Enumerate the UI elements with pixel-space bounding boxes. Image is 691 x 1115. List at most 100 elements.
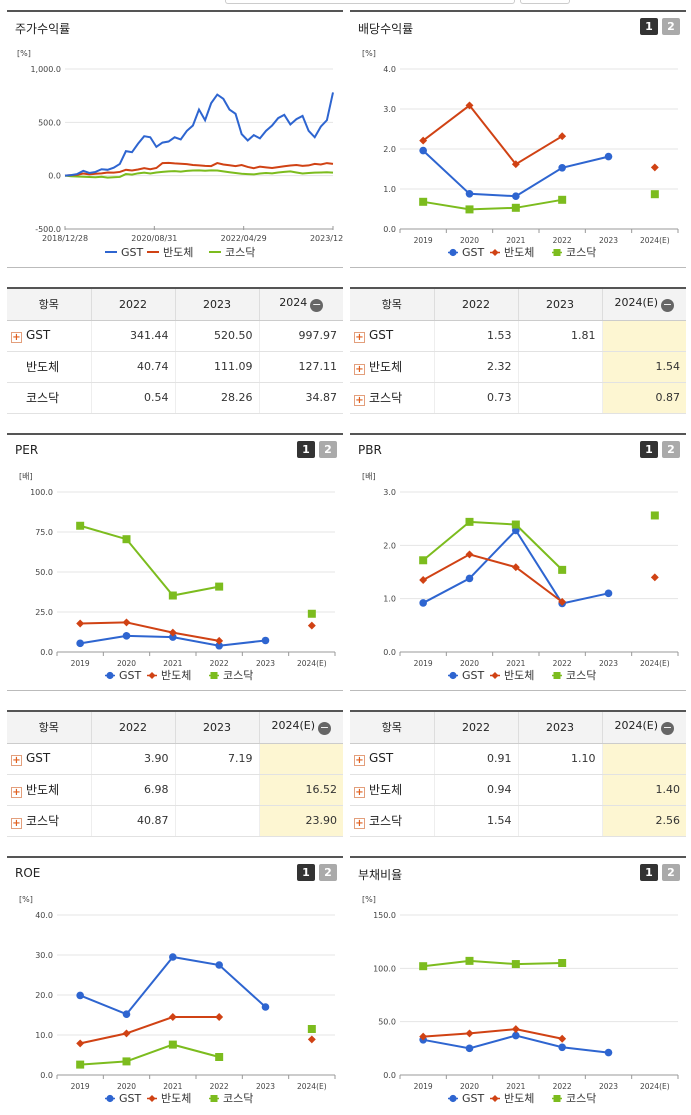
row-label: 반도체 xyxy=(369,783,403,797)
page-1-button[interactable]: 1 xyxy=(640,18,658,35)
row-name-cell[interactable]: + 반도체 xyxy=(350,774,435,806)
y-tick-label: 500.0 xyxy=(38,118,61,127)
data-point xyxy=(650,511,659,520)
page-1-button[interactable]: 1 xyxy=(297,864,315,881)
value-cell xyxy=(518,774,603,806)
y-tick-label: 2.0 xyxy=(383,145,396,154)
data-point xyxy=(465,190,474,198)
x-tick-label: 2021 xyxy=(163,659,182,668)
page-2-button[interactable]: 2 xyxy=(662,18,680,35)
collapse-minus-icon[interactable]: − xyxy=(661,298,675,313)
x-tick-label: 2019 xyxy=(414,236,433,245)
collapse-minus-icon[interactable]: − xyxy=(661,721,675,736)
data-point xyxy=(558,195,567,204)
expand-plus-icon[interactable]: + xyxy=(354,364,365,375)
data-point xyxy=(465,1044,474,1053)
value-cell: 34.87 xyxy=(259,382,343,414)
column-header: 2023 xyxy=(175,289,260,321)
series-코스닥 xyxy=(419,190,659,214)
data-point xyxy=(650,190,659,199)
legend-item: GST xyxy=(105,669,142,682)
data-point xyxy=(76,521,85,530)
row-name-cell[interactable]: + GST xyxy=(7,743,92,775)
expand-plus-icon[interactable]: + xyxy=(354,395,365,406)
value-cell xyxy=(602,320,686,352)
legend-label: GST xyxy=(462,246,485,259)
row-name-cell: 반도체 xyxy=(7,351,92,383)
page-2-button[interactable]: 2 xyxy=(319,864,337,881)
row-name-cell[interactable]: + 반도체 xyxy=(7,774,92,806)
table-header-row: 항목 2022 2023 2024(E) − xyxy=(350,289,686,321)
collapse-minus-icon[interactable]: − xyxy=(318,721,332,736)
value-cell: 2.32 xyxy=(434,351,519,383)
value-cell: 1.81 xyxy=(518,320,603,352)
legend-label: 반도체 xyxy=(163,246,193,259)
column-header-label: 항목 xyxy=(38,721,59,735)
data-point xyxy=(604,152,613,161)
page-2-button[interactable]: 2 xyxy=(319,441,337,458)
dividend-chart: [%] 4.0 3.0 2.0 1.0 0.0 2019 2020 2021 2022 2023 20… xyxy=(362,49,679,259)
expand-plus-icon[interactable]: + xyxy=(354,755,365,766)
expand-plus-icon[interactable]: + xyxy=(11,787,22,798)
data-point xyxy=(419,599,427,607)
page-1-button[interactable]: 1 xyxy=(640,441,658,458)
legend-label: 코스닥 xyxy=(225,246,255,259)
row-name-cell[interactable]: + 코스닥 xyxy=(350,382,435,414)
legend-item: 코스닥 xyxy=(552,669,596,682)
expand-plus-icon[interactable]: + xyxy=(11,332,22,343)
x-tick-label: 2023 xyxy=(256,659,275,668)
column-header: 2022 xyxy=(434,712,519,744)
page-2-button[interactable]: 2 xyxy=(662,441,680,458)
row-name-cell[interactable]: + GST xyxy=(350,320,435,352)
series-line xyxy=(80,1043,220,1066)
expand-plus-icon[interactable]: + xyxy=(354,787,365,798)
row-name-cell[interactable]: + 반도체 xyxy=(350,351,435,383)
x-tick-label: 2023 xyxy=(599,236,618,245)
x-tick-label: 2024(E) xyxy=(640,236,670,245)
data-table: 항목 2022 2023 2024(E) − + GST 1.53 1.81 + 반도체 2.32 1.… xyxy=(350,289,686,414)
series-반도체 xyxy=(419,101,659,172)
series-line-반도체 xyxy=(64,161,334,177)
table-row: + GST 341.44 520.50 997.97 xyxy=(7,320,343,352)
row-name-cell[interactable]: + GST xyxy=(7,320,92,352)
page-1-button[interactable]: 1 xyxy=(640,864,658,881)
x-tick-label: 2024(E) xyxy=(640,1082,670,1091)
column-header-label: 2022 xyxy=(119,720,147,734)
data-point xyxy=(511,520,520,529)
y-tick-label: 3.0 xyxy=(383,105,396,114)
expand-plus-icon[interactable]: + xyxy=(354,332,365,343)
data-point xyxy=(122,1010,131,1018)
row-name-cell[interactable]: + 코스닥 xyxy=(350,805,435,837)
data-point xyxy=(122,632,131,640)
data-point xyxy=(307,609,316,618)
expand-plus-icon[interactable]: + xyxy=(11,755,22,766)
collapse-minus-icon[interactable]: − xyxy=(310,298,324,313)
row-name-cell[interactable]: + GST xyxy=(350,743,435,775)
x-tick-label: 2020/08/31 xyxy=(131,234,177,243)
series-GST xyxy=(76,953,270,1018)
value-cell: 520.50 xyxy=(175,320,260,352)
column-header: 2024− xyxy=(259,289,343,321)
expand-plus-icon[interactable]: + xyxy=(11,818,22,829)
expand-plus-icon[interactable]: + xyxy=(354,818,365,829)
column-header: 항목 xyxy=(7,712,92,744)
panel-bottom-border xyxy=(7,267,343,268)
panel-title: PER xyxy=(15,443,39,457)
page-2-button[interactable]: 2 xyxy=(662,864,680,881)
x-tick-label: 2019 xyxy=(414,1082,433,1091)
column-header: 항목 xyxy=(7,289,92,321)
series-line xyxy=(79,1016,220,1045)
x-tick-label: 2020 xyxy=(460,1082,479,1091)
page-1-button[interactable]: 1 xyxy=(297,441,315,458)
y-tick-label: 1.0 xyxy=(383,185,396,194)
panel-bottom-border xyxy=(350,267,686,268)
legend-label: GST xyxy=(462,1092,485,1105)
table-row: + GST 3.90 7.19 xyxy=(7,743,343,775)
data-point xyxy=(512,1031,520,1040)
row-name-cell[interactable]: + 코스닥 xyxy=(7,805,92,837)
row-label: 코스닥 xyxy=(369,814,403,828)
legend-item: GST xyxy=(448,1092,485,1105)
y-tick-label: 150.0 xyxy=(373,911,396,920)
value-cell: 0.94 xyxy=(434,774,519,806)
series-GST xyxy=(76,632,270,650)
